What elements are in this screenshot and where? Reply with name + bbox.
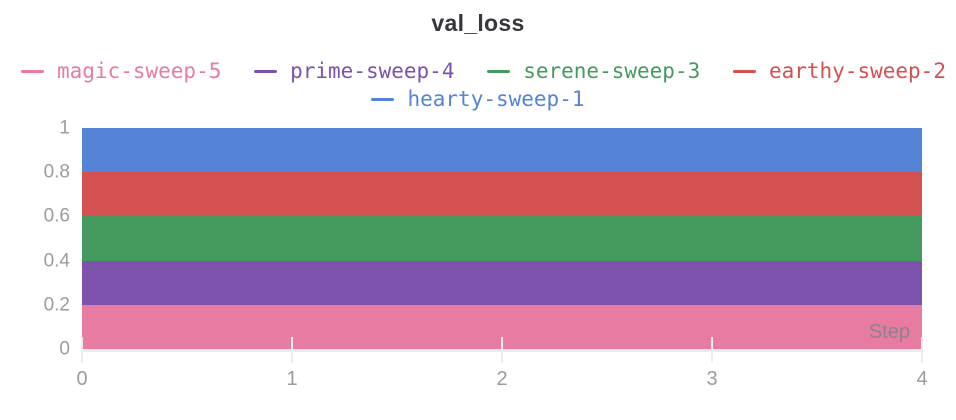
y-axis-tick-labels: 1 0.8 0.6 0.4 0.2 0 [0,119,70,359]
x-axis-title: Step [868,321,910,343]
x-tick-mark [501,337,503,363]
legend-line-icon [254,69,278,73]
x-tick-mark [81,337,83,363]
y-tick-label: 0 [59,338,70,360]
legend-label: magic-sweep-5 [57,59,222,83]
x-axis-tick-labels: 0 1 2 3 4 [76,368,927,395]
y-tick-label: 1 [59,117,70,139]
legend-row-1: magic-sweep-5 prime-sweep-4 serene-sweep-3… [0,58,956,84]
x-tick-label: 3 [706,368,718,390]
x-tick-mark [921,337,923,363]
legend-label: earthy-sweep-2 [768,59,946,83]
x-tick-label: 4 [916,368,928,390]
legend-label: prime-sweep-4 [290,59,455,83]
plot-area[interactable]: Step [81,128,923,363]
legend-item-magic-sweep-5[interactable]: magic-sweep-5 [21,58,221,84]
legend-item-earthy-sweep-2[interactable]: earthy-sweep-2 [732,58,946,84]
x-tick-label: 2 [496,368,508,390]
legend-row-2: hearty-sweep-1 [0,86,956,112]
y-tick-label: 0.4 [43,250,70,272]
x-tick-label: 1 [286,368,298,390]
legend-line-icon [371,97,395,101]
x-tick-mark [711,337,713,363]
stacked-area-bands [82,128,922,349]
x-tick-label: 0 [76,368,88,390]
area-band-serene-sweep-3 [82,216,922,261]
chart-title: val_loss [431,10,525,36]
legend-line-icon [487,69,511,73]
legend-label: serene-sweep-3 [523,59,701,83]
legend-line-icon [21,69,44,73]
y-tick-label: 0.8 [43,161,70,183]
x-tick-mark [291,337,293,363]
legend-line-icon [732,69,756,73]
y-tick-label: 0.6 [43,205,70,227]
legend-item-serene-sweep-3[interactable]: serene-sweep-3 [487,58,700,84]
area-band-hearty-sweep-1 [82,128,922,173]
area-band-prime-sweep-4 [82,260,922,305]
legend-label: hearty-sweep-1 [407,87,585,111]
legend-item-hearty-sweep-1[interactable]: hearty-sweep-1 [371,86,585,112]
y-tick-label: 0.2 [43,294,70,316]
legend-item-prime-sweep-4[interactable]: prime-sweep-4 [254,58,454,84]
area-band-earthy-sweep-2 [82,172,922,217]
